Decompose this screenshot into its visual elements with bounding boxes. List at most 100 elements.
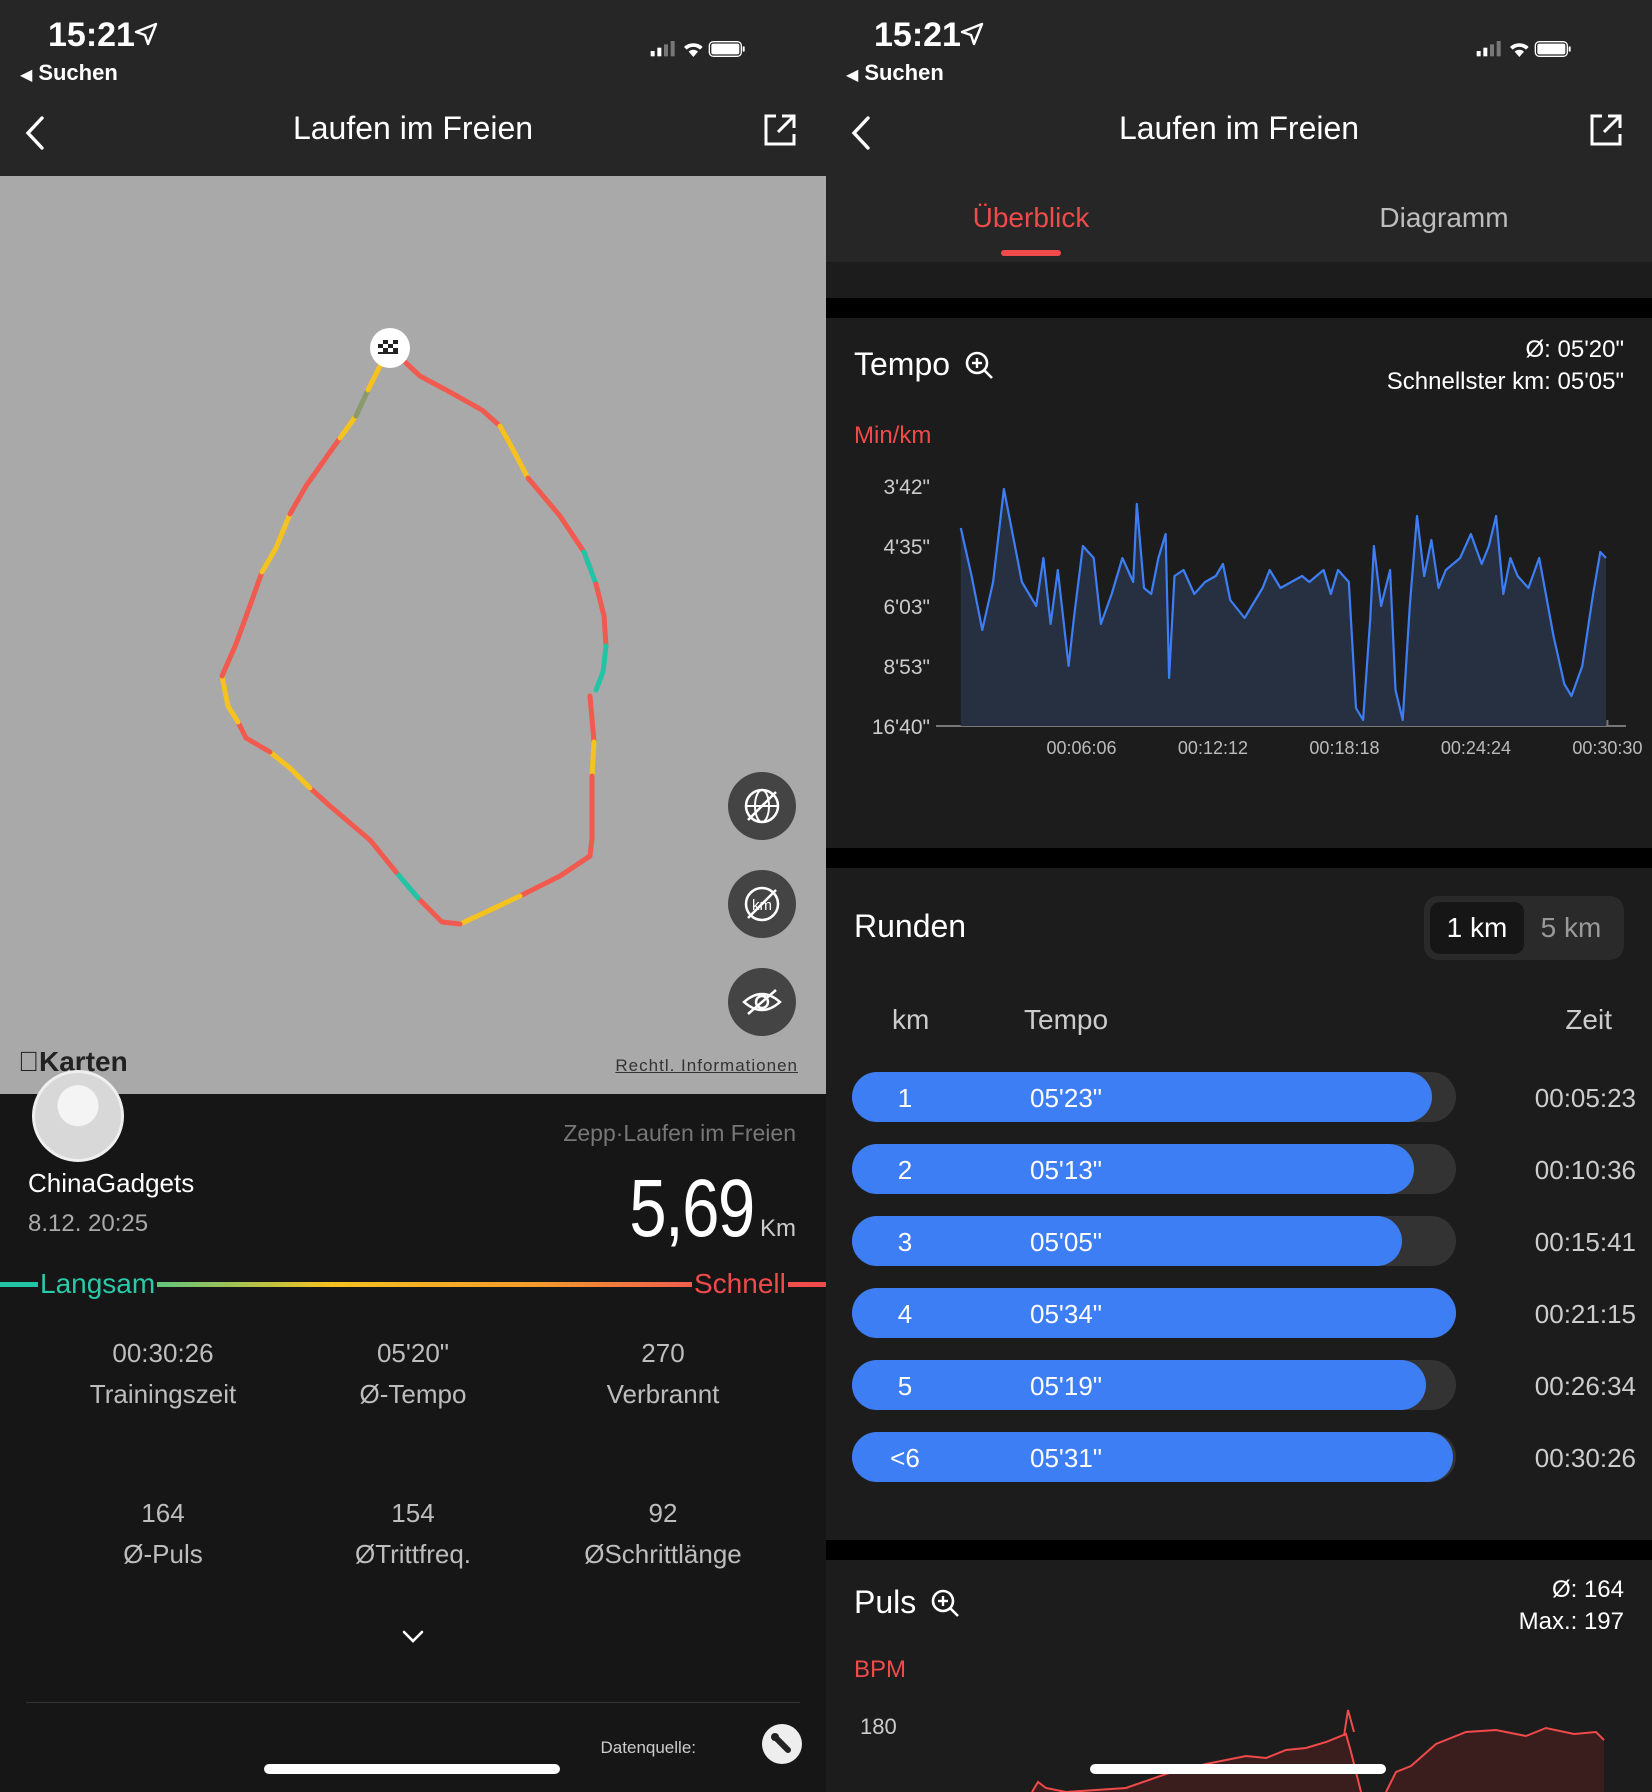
puls-stats: Ø: 164 Max.: 197: [1519, 1574, 1624, 1638]
puls-avg: Ø: 164: [1551, 1576, 1624, 1603]
home-indicator[interactable]: [264, 1764, 560, 1774]
stat-value: 05'20": [376, 1338, 450, 1368]
active-tab-indicator: [1001, 250, 1061, 256]
nav-bar: Laufen im Freien: [826, 92, 1652, 176]
section-separator: [826, 848, 1652, 868]
lap-bar-fill: [852, 1144, 1414, 1194]
home-indicator[interactable]: [1090, 1764, 1386, 1774]
lap-bar-fill: [852, 1288, 1456, 1338]
lap-row: 2 05'13" 00:10:36: [852, 1144, 1636, 1194]
y-tick-label: 180: [860, 1714, 897, 1739]
tempo-chart[interactable]: 3'42" 4'35" 6'03" 8'53" 16'40" 00:06:06 00:12:…: [826, 468, 1652, 828]
tempo-avg: Ø: 05'20": [1525, 336, 1625, 363]
lap-option-1km[interactable]: 1 km: [1430, 902, 1524, 954]
lap-bar-track: [852, 1432, 1456, 1482]
lap-km: 2: [897, 1155, 913, 1185]
slow-label: Langsam: [38, 1268, 158, 1300]
lap-pace: 05'31": [1030, 1443, 1103, 1473]
avatar[interactable]: [32, 1070, 124, 1162]
y-tick-label: 8'53": [883, 656, 930, 679]
puls-title-text: Puls: [854, 1584, 917, 1620]
lap-pace: 05'19": [1030, 1371, 1103, 1401]
lap-pace: 05'23": [1030, 1083, 1103, 1113]
datasource-icon[interactable]: [762, 1724, 802, 1764]
back-chevron-icon[interactable]: [848, 110, 874, 156]
lap-option-5km[interactable]: 5 km: [1540, 912, 1602, 943]
laps-card: Runden 1 km 5 km km Tempo Zeit 1 05'23" 00…: [826, 868, 1652, 1540]
username: ChinaGadgets: [28, 1168, 195, 1198]
back-app-label: Suchen: [38, 60, 118, 85]
puls-title: Puls: [854, 1584, 960, 1621]
heart-rate-chart[interactable]: 180: [826, 1692, 1652, 1792]
section-separator: [826, 298, 1652, 318]
status-bar: 15:21 ◀ Suchen: [0, 0, 826, 92]
location-arrow-icon: [134, 22, 158, 46]
lap-bar-track: [852, 1216, 1456, 1266]
lap-pace: 05'34": [1030, 1299, 1103, 1329]
fast-label: Schnell: [692, 1268, 788, 1300]
distance-display: 5,69 Km: [602, 1162, 796, 1256]
stat-label: Ø-Tempo: [359, 1379, 467, 1409]
workout-datetime: 8.12. 20:25: [28, 1210, 149, 1237]
back-chevron-icon[interactable]: [22, 110, 48, 156]
tab-diagram[interactable]: Diagramm: [1379, 202, 1509, 233]
datasource-label: Datenquelle:: [600, 1738, 696, 1757]
y-tick-label: 16'40": [872, 716, 930, 739]
x-tick-label: 00:06:06: [1046, 738, 1116, 758]
divider: [26, 1702, 800, 1703]
share-icon[interactable]: [762, 112, 798, 148]
stat-label: Verbrannt: [606, 1379, 720, 1409]
x-tick-label: 00:12:12: [1178, 738, 1248, 758]
lap-row: 5 05'19" 00:26:34: [852, 1360, 1636, 1410]
hide-route-button[interactable]: [728, 968, 796, 1036]
heart-rate-area: [1032, 1728, 1604, 1792]
tempo-area: [960, 489, 1606, 726]
lap-bar-fill: [852, 1360, 1426, 1410]
status-time: 15:21: [874, 16, 961, 54]
stat-label: ØSchrittlänge: [584, 1539, 742, 1569]
tempo-title: Tempo: [854, 346, 994, 383]
zoom-in-icon[interactable]: [964, 350, 994, 380]
back-triangle-icon: ◀: [846, 67, 859, 84]
location-arrow-icon: [960, 22, 984, 46]
page-title: Laufen im Freien: [1118, 110, 1360, 146]
back-to-app-link[interactable]: ◀ Suchen: [846, 60, 944, 86]
map-layer-toggle-button[interactable]: [728, 772, 796, 840]
back-to-app-link[interactable]: ◀ Suchen: [20, 60, 118, 86]
status-indicators-icon: [650, 41, 745, 57]
distance-value: 5,69: [629, 1163, 756, 1254]
stat-training-time: 00:30:26 Trainingszeit: [33, 1338, 293, 1410]
stat-label: Ø-Puls: [123, 1539, 203, 1569]
lap-pace: 05'05": [1030, 1227, 1103, 1257]
lap-row: 1 05'23" 00:05:23: [852, 1072, 1636, 1122]
tempo-line: [959, 487, 1607, 722]
puls-unit: BPM: [854, 1656, 907, 1683]
workout-summary: ChinaGadgets 8.12. 20:25 Zepp·Laufen im …: [0, 1070, 826, 1792]
col-header-pace: Tempo: [1024, 1004, 1109, 1035]
y-tick-label: 6'03": [883, 596, 930, 619]
zoom-in-icon[interactable]: [930, 1588, 960, 1618]
heart-rate-card: Puls Ø: 164 Max.: 197 BPM 180: [826, 1560, 1652, 1792]
share-icon[interactable]: [1588, 112, 1624, 148]
route-map[interactable]: km Karten Rechtl. Informationen: [0, 176, 826, 1094]
lap-row: 4 05'34" 00:21:15: [852, 1288, 1636, 1338]
tab-overview[interactable]: Überblick: [972, 202, 1090, 233]
lap-bar-track: [852, 1144, 1456, 1194]
lap-time: 00:21:15: [1534, 1299, 1636, 1329]
lap-bar-fill: [852, 1432, 1453, 1482]
globe-off-icon: [744, 788, 780, 824]
nav-bar: Laufen im Freien: [0, 92, 826, 176]
tab-bar: Überblick Diagramm: [826, 176, 1652, 262]
legal-info-link[interactable]: Rechtl. Informationen: [615, 1056, 798, 1075]
col-header-km: km: [892, 1004, 930, 1035]
heart-rate-peak: [1343, 1709, 1355, 1737]
lap-km: 5: [897, 1371, 913, 1401]
screen-left-summary: 15:21 ◀ Suchen Laufen im Freien: [0, 0, 826, 1792]
expand-chevron-icon[interactable]: [400, 1628, 426, 1646]
previous-card-edge: [826, 262, 1652, 298]
workout-source: Zepp·Laufen im Freien: [563, 1120, 796, 1146]
lap-bar-fill: [852, 1216, 1402, 1266]
col-header-time: Zeit: [1565, 1004, 1612, 1035]
distance-unit: Km: [760, 1215, 796, 1242]
km-markers-toggle-button[interactable]: km: [728, 870, 796, 938]
